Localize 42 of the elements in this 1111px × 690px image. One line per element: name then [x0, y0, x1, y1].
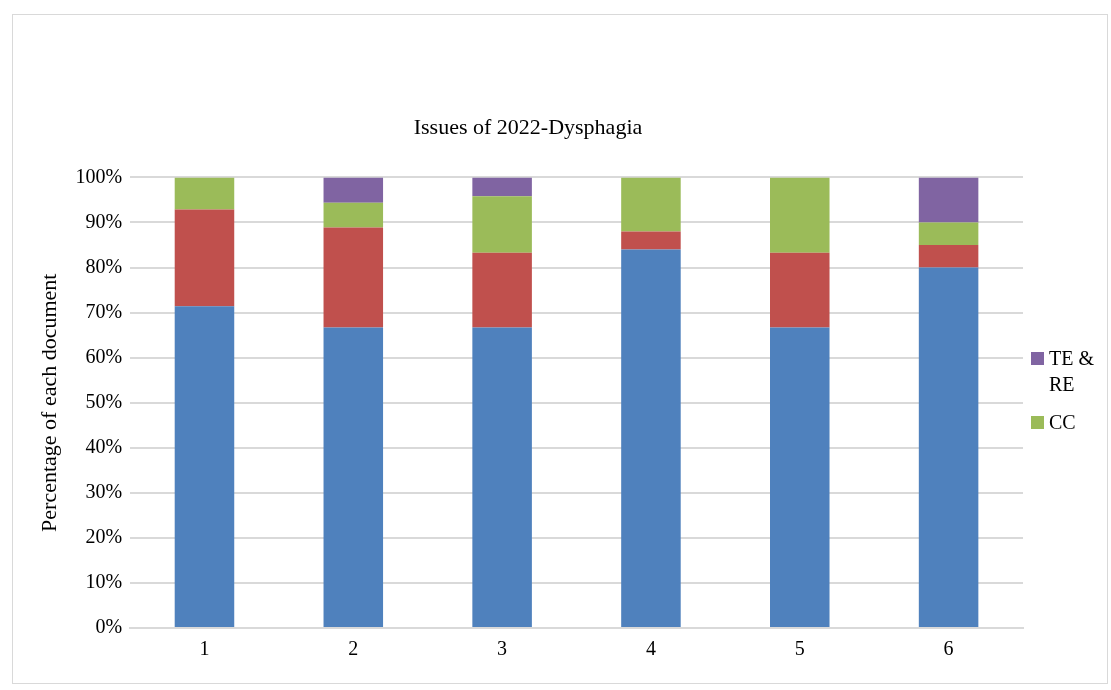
bar — [621, 249, 681, 627]
bar — [472, 196, 532, 253]
x-tick-label: 5 — [794, 637, 805, 660]
y-axis-title: Percentage of each document — [35, 273, 61, 532]
bar — [770, 177, 830, 253]
bar — [621, 177, 681, 232]
legend-label: TE & RE — [1049, 346, 1095, 397]
chart-title: Issues of 2022-Dysphagia — [413, 113, 643, 139]
legend-label: CC — [1049, 410, 1076, 435]
y-tick-label: 80% — [85, 254, 123, 277]
bar — [918, 222, 979, 245]
y-tick-label: 40% — [85, 435, 123, 458]
y-tick-label: 0% — [95, 615, 123, 638]
bar — [174, 177, 235, 210]
bar — [621, 231, 681, 250]
y-tick-label: 100% — [75, 164, 123, 187]
x-tick-label: 1 — [199, 637, 210, 660]
bar — [472, 252, 532, 328]
bar — [323, 177, 384, 203]
bar — [472, 177, 532, 197]
x-tick-label: 2 — [348, 637, 359, 660]
bar — [770, 327, 830, 627]
bar — [174, 306, 235, 627]
y-tick-label: 60% — [85, 344, 123, 367]
y-tick-label: 70% — [85, 299, 123, 322]
bar — [174, 209, 235, 307]
y-tick-label: 10% — [85, 570, 123, 593]
x-tick-label: 6 — [943, 637, 954, 660]
bar — [323, 202, 384, 228]
x-tick-label: 4 — [645, 637, 656, 660]
y-tick-label: 50% — [85, 389, 123, 412]
bar — [918, 177, 979, 223]
x-tick-label: 3 — [497, 637, 508, 660]
bar — [918, 267, 979, 627]
y-tick-label: 30% — [85, 480, 123, 503]
bar — [323, 227, 384, 328]
bar — [918, 244, 979, 268]
y-tick-label: 90% — [85, 209, 123, 232]
bar — [323, 327, 384, 627]
y-tick-label: 20% — [85, 525, 123, 548]
bar — [770, 252, 830, 328]
bar — [472, 327, 532, 627]
